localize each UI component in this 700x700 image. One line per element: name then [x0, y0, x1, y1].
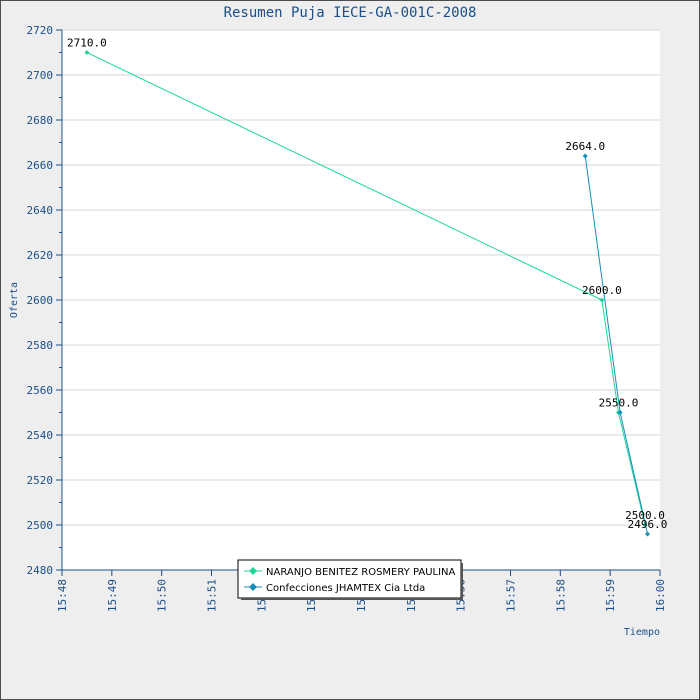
data-label: 2500.0 — [625, 509, 665, 522]
y-tick-label: 2520 — [27, 474, 54, 487]
y-axis-title: Oferta — [9, 282, 20, 318]
x-tick-label: 15:50 — [156, 579, 169, 612]
series-group — [84, 50, 651, 537]
legend: NARANJO BENITEZ ROSMERY PAULINA Confecci… — [237, 559, 463, 600]
data-label: 2710.0 — [67, 37, 107, 50]
data-point — [599, 297, 605, 303]
x-tick-label: 15:57 — [505, 579, 518, 612]
legend-label-1: Confecciones JHAMTEX Cia Ltda — [266, 583, 425, 594]
y-tick-label: 2540 — [27, 429, 54, 442]
data-point — [645, 531, 651, 537]
data-point — [617, 410, 623, 415]
x-tick-label: 15:58 — [554, 579, 567, 612]
y-tick-label: 2500 — [27, 519, 54, 532]
legend-shadow — [461, 563, 463, 600]
y-tick-label: 2640 — [27, 204, 54, 217]
legend-marker-1 — [249, 583, 257, 591]
data-label: 2600.0 — [582, 284, 622, 297]
y-tick-label: 2680 — [27, 114, 54, 127]
x-tick-label: 16:00 — [654, 579, 667, 612]
data-label: 2496.0 — [628, 518, 668, 531]
data-point — [582, 153, 588, 159]
y-tick-label: 2600 — [27, 294, 54, 307]
legend-shadow-bottom — [241, 598, 463, 600]
x-axis-title: Tiempo — [624, 627, 660, 638]
x-tick-label: 15:49 — [106, 579, 119, 612]
x-tick-label: 15:51 — [206, 579, 219, 612]
data-label: 2664.0 — [565, 140, 605, 153]
legend-box — [237, 559, 462, 599]
y-tick-label: 2480 — [27, 564, 54, 577]
y-tick-label: 2720 — [27, 24, 54, 37]
data-labels: 2710.0 2600.0 2550.0 2500.0 2664.0 2496.0 — [67, 37, 667, 532]
grid — [62, 29, 660, 526]
y-tick-label: 2700 — [27, 69, 54, 82]
y-tick-label: 2620 — [27, 249, 54, 262]
series-line-0 — [86, 52, 646, 526]
chart-title: Resumen Puja IECE-GA-001C-2008 — [224, 5, 477, 21]
x-tick-label: 15:48 — [56, 579, 69, 612]
x-tick-label: 15:59 — [604, 579, 617, 612]
data-label: 2550.0 — [599, 397, 639, 410]
legend-marker-0 — [249, 567, 257, 575]
legend-label-0: NARANJO BENITEZ ROSMERY PAULINA — [266, 567, 456, 578]
y-tick-label: 2580 — [27, 339, 54, 352]
y-tick-label: 2560 — [27, 384, 54, 397]
data-point — [84, 50, 90, 55]
y-tick-label: 2660 — [27, 159, 54, 172]
